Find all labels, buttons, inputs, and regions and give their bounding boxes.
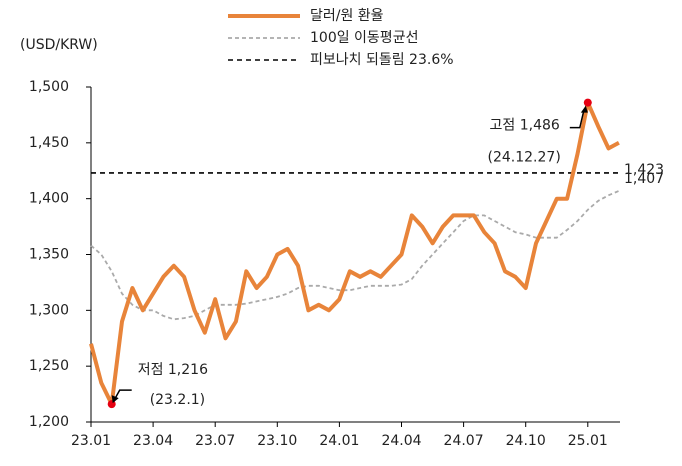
series-line xyxy=(89,100,620,407)
end-label: 1,407 xyxy=(624,171,664,187)
y-tick-label: 1,350 xyxy=(29,247,69,263)
x-tick-label: 23.10 xyxy=(257,433,297,449)
x-tick-label: 24.01 xyxy=(319,433,359,449)
y-tick-label: 1,300 xyxy=(29,302,69,318)
legend-label: 100일 이동평균선 xyxy=(310,30,418,46)
legend-label: 피보나치 되돌림 23.6% xyxy=(310,52,454,68)
x-tick-label: 23.01 xyxy=(71,433,111,449)
annotation-arrow xyxy=(569,110,585,129)
annotation-date: (23.2.1) xyxy=(150,392,205,408)
annotation-point xyxy=(583,98,592,107)
arrow-head xyxy=(111,395,119,404)
x-tick-label: 24.10 xyxy=(506,433,546,449)
annotation-label: 저점 1,216 xyxy=(138,362,208,378)
y-tick-label: 1,450 xyxy=(29,135,69,151)
y-tick-label: 1,200 xyxy=(29,414,69,430)
y-unit-label: (USD/KRW) xyxy=(20,37,98,53)
y-tick-label: 1,400 xyxy=(29,191,69,207)
y-tick-label: 1,500 xyxy=(29,79,69,95)
x-tick-label: 25.01 xyxy=(568,433,608,449)
x-tick-label: 23.04 xyxy=(133,433,173,449)
x-tick-label: 23.07 xyxy=(195,433,235,449)
annotation-label: 고점 1,486 xyxy=(490,118,560,134)
x-tick-label: 24.04 xyxy=(381,433,421,449)
series-line xyxy=(90,190,620,321)
annotation-date: (24.12.27) xyxy=(488,150,561,166)
reference-label: 1,423 xyxy=(624,162,664,178)
annotation-arrow xyxy=(114,389,132,400)
arrow-head xyxy=(580,105,588,113)
x-tick-label: 24.07 xyxy=(444,433,484,449)
legend-label: 달러/원 환율 xyxy=(310,8,384,24)
y-tick-label: 1,250 xyxy=(29,358,69,374)
